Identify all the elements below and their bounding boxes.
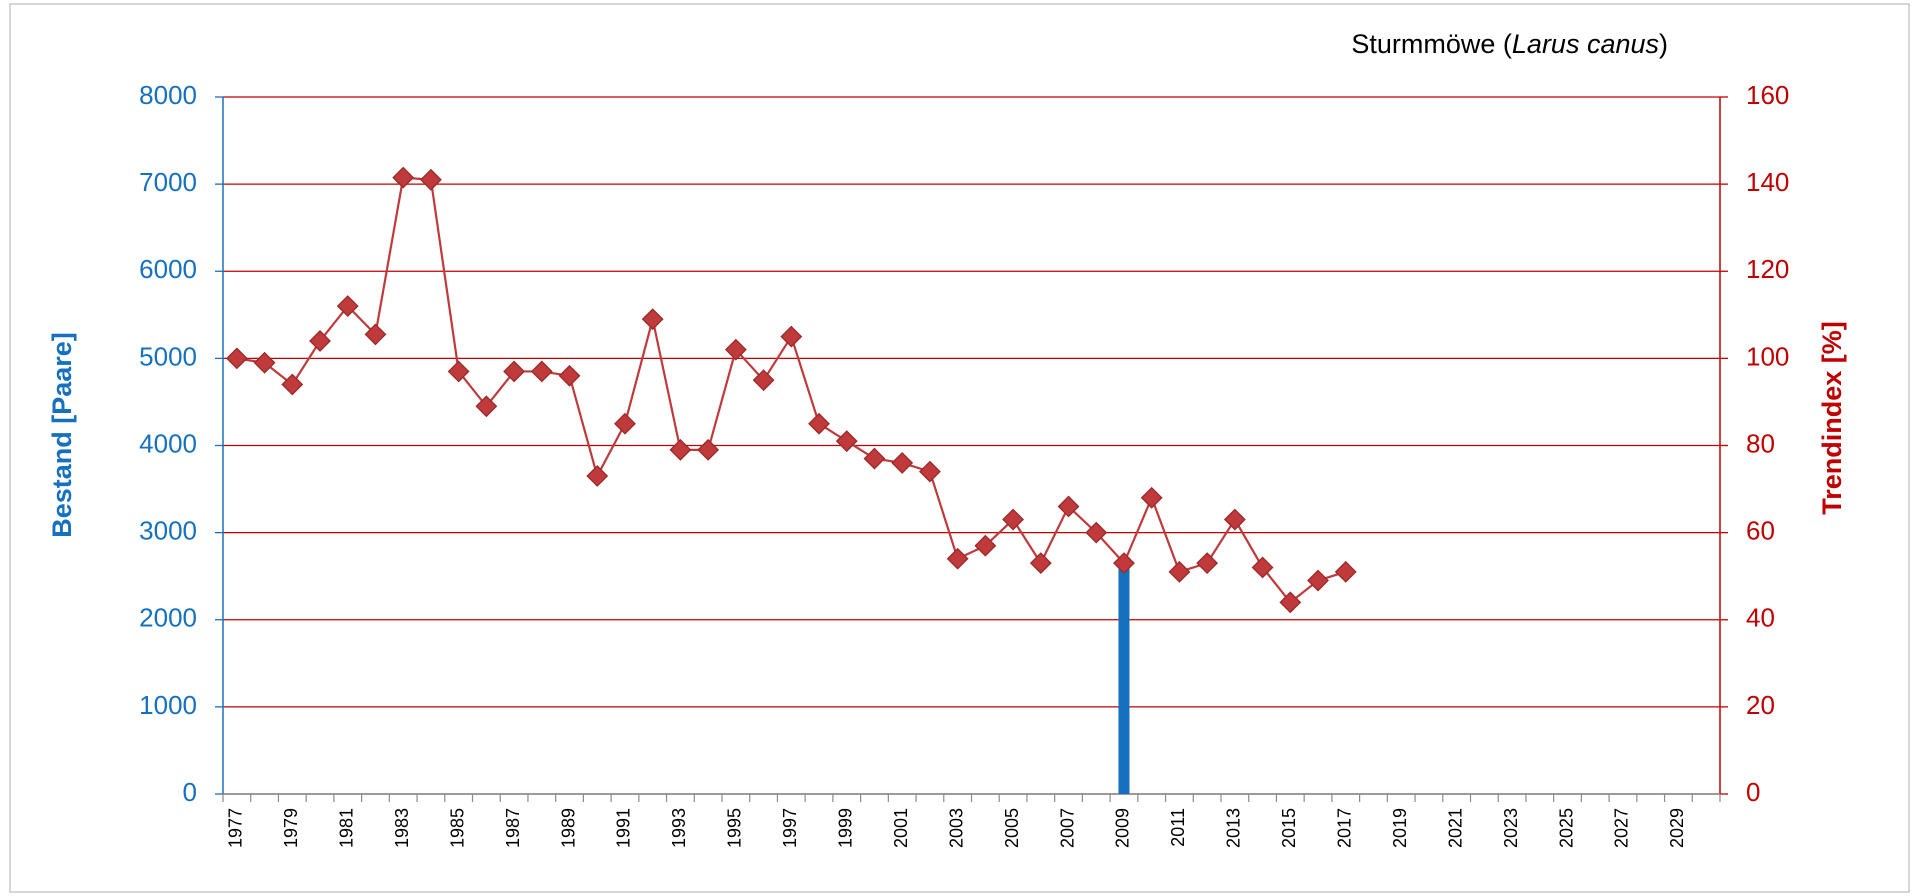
y2-tick-label: 0 — [1746, 777, 1760, 807]
data-point — [697, 438, 720, 461]
y2-tick-label: 40 — [1746, 603, 1775, 633]
y-tick-label: 0 — [183, 777, 197, 807]
y2-tick-label: 60 — [1746, 516, 1775, 546]
data-point — [1002, 508, 1024, 531]
x-tick-label: 2029 — [1667, 808, 1687, 848]
data-point — [1140, 486, 1163, 509]
data-point — [752, 369, 775, 392]
bar — [1118, 563, 1130, 794]
x-tick-label: 2025 — [1556, 808, 1576, 848]
y-tick-label: 6000 — [139, 254, 197, 284]
x-tick-label: 2015 — [1279, 808, 1299, 848]
y2-axis-label: Trendindex [%] — [1817, 321, 1847, 515]
y-tick-label: 5000 — [139, 341, 197, 371]
data-point — [1029, 552, 1052, 575]
x-tick-label: 2005 — [1002, 808, 1022, 848]
y2-tick-label: 80 — [1746, 428, 1775, 458]
x-tick-label: 1977 — [226, 808, 246, 848]
data-point — [1196, 552, 1219, 575]
data-point — [946, 547, 969, 570]
data-point — [336, 295, 359, 318]
data-point — [225, 347, 248, 370]
data-point — [724, 338, 747, 361]
chart-frame — [9, 3, 1910, 893]
x-tick-label: 1993 — [669, 808, 689, 848]
data-point — [586, 465, 609, 487]
data-point — [253, 351, 276, 374]
x-tick-label: 1979 — [281, 808, 301, 848]
data-point — [309, 330, 331, 352]
x-tick-label: 1985 — [447, 808, 467, 848]
chart-title: Sturmmöwe (Larus canus) — [1351, 29, 1668, 59]
data-point — [1168, 560, 1191, 583]
x-tick-label: 2013 — [1224, 808, 1244, 848]
x-tick-label: 1999 — [836, 808, 856, 848]
x-tick-label: 2023 — [1501, 808, 1521, 848]
data-point — [364, 323, 387, 346]
x-tick-label: 2003 — [946, 808, 966, 848]
y-axis-label: Bestand [Paare] — [47, 332, 77, 538]
x-tick-label: 2007 — [1057, 808, 1077, 848]
y-tick-label: 1000 — [139, 690, 197, 720]
x-tick-label: 1983 — [392, 808, 412, 848]
x-tick-label: 2011 — [1168, 808, 1188, 847]
data-point — [558, 364, 581, 387]
data-point — [281, 373, 304, 396]
title-species: Larus canus — [1512, 29, 1659, 59]
data-point — [1334, 560, 1357, 583]
y2-tick-label: 160 — [1746, 80, 1789, 110]
y-tick-label: 2000 — [139, 603, 197, 633]
data-point — [974, 534, 997, 557]
x-tick-label: 2001 — [891, 808, 911, 848]
data-point — [392, 166, 415, 189]
data-point — [419, 168, 442, 191]
x-tick-label: 1981 — [337, 808, 357, 848]
x-tick-label: 2017 — [1335, 808, 1355, 848]
y2-tick-label: 120 — [1746, 254, 1789, 284]
data-point — [447, 360, 470, 383]
title-text: Sturmmöwe ( — [1351, 29, 1512, 59]
data-point — [1113, 552, 1135, 575]
title-text: ) — [1659, 29, 1668, 59]
y2-tick-label: 20 — [1746, 690, 1775, 720]
data-point — [808, 412, 830, 435]
x-tick-label: 1995 — [725, 808, 745, 848]
y2-tick-label: 100 — [1746, 341, 1789, 371]
data-point — [780, 325, 803, 348]
data-point — [530, 360, 553, 383]
data-point — [891, 452, 914, 474]
y-tick-label: 7000 — [139, 167, 197, 197]
data-point — [475, 395, 498, 418]
x-tick-label: 2019 — [1390, 808, 1410, 848]
data-point — [863, 447, 886, 470]
data-point — [1251, 556, 1274, 579]
data-point — [918, 460, 941, 483]
x-tick-label: 2021 — [1445, 808, 1465, 848]
y-tick-label: 8000 — [139, 80, 197, 110]
y-tick-label: 3000 — [139, 516, 197, 546]
x-tick-label: 1989 — [558, 808, 578, 848]
data-point — [614, 412, 636, 435]
data-point — [835, 430, 858, 453]
data-point — [503, 360, 526, 383]
x-tick-label: 2009 — [1113, 808, 1133, 848]
data-point — [1279, 591, 1302, 614]
y2-tick-label: 140 — [1746, 167, 1789, 197]
y-tick-label: 4000 — [139, 428, 197, 458]
x-tick-label: 2027 — [1612, 808, 1632, 848]
data-point — [1057, 495, 1080, 518]
data-point — [641, 308, 664, 331]
data-point — [1085, 521, 1108, 544]
data-point — [1307, 569, 1329, 592]
x-tick-label: 1991 — [614, 808, 634, 848]
data-point — [669, 438, 692, 461]
x-tick-label: 1997 — [780, 808, 800, 848]
x-tick-label: 1987 — [503, 808, 523, 848]
data-point — [1223, 508, 1246, 531]
